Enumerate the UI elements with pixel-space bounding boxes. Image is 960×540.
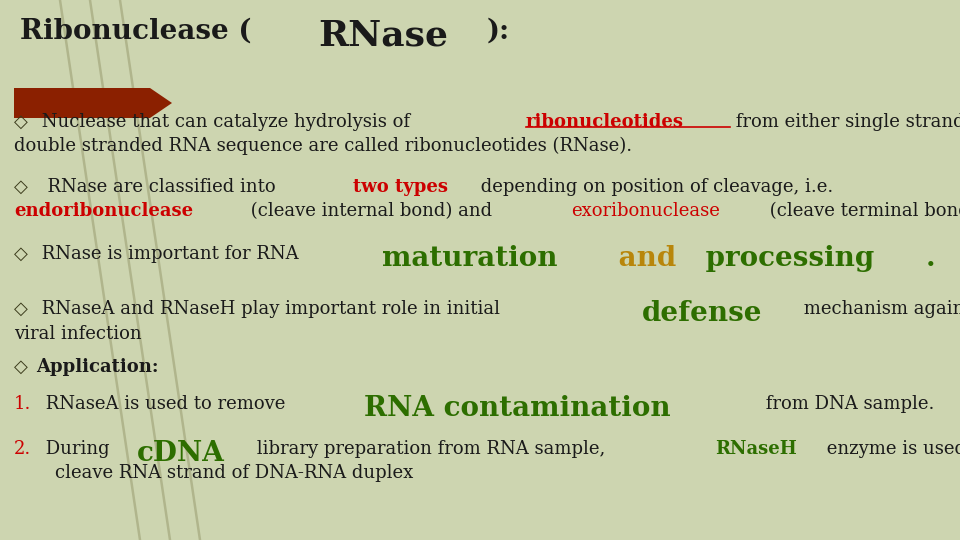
Text: ribonucleotides: ribonucleotides (526, 113, 684, 131)
Text: ◇: ◇ (14, 245, 28, 263)
Text: depending on position of cleavage, i.e.: depending on position of cleavage, i.e. (475, 178, 833, 196)
Text: double stranded RNA sequence are called ribonucleotides (RNase).: double stranded RNA sequence are called … (14, 137, 632, 156)
Text: During: During (40, 440, 115, 458)
Text: defense: defense (642, 300, 762, 327)
Text: and: and (609, 245, 676, 272)
Text: Application:: Application: (36, 358, 158, 376)
Text: viral infection: viral infection (14, 325, 142, 343)
Text: ):: ): (487, 18, 510, 45)
Text: RNase is important for RNA: RNase is important for RNA (36, 245, 304, 263)
Text: endoribonuclease: endoribonuclease (14, 202, 193, 220)
Text: RNaseH: RNaseH (715, 440, 797, 458)
Text: ◇: ◇ (14, 113, 28, 131)
Text: 2.: 2. (14, 440, 32, 458)
Text: enzyme is used to: enzyme is used to (821, 440, 960, 458)
Text: cleave RNA strand of DNA-RNA duplex: cleave RNA strand of DNA-RNA duplex (55, 464, 413, 482)
Text: from DNA sample.: from DNA sample. (759, 395, 934, 413)
Text: maturation: maturation (382, 245, 558, 272)
Text: library preparation from RNA sample,: library preparation from RNA sample, (251, 440, 611, 458)
Text: RNase: RNase (319, 18, 448, 52)
Text: 1.: 1. (14, 395, 32, 413)
Text: ◇: ◇ (14, 178, 28, 196)
Text: processing: processing (695, 245, 874, 272)
Text: Ribonuclease (: Ribonuclease ( (20, 18, 252, 45)
Text: .: . (925, 245, 935, 272)
Text: RNase are classified into: RNase are classified into (36, 178, 281, 196)
Text: two types: two types (352, 178, 447, 196)
Text: ◇: ◇ (14, 300, 28, 318)
Polygon shape (14, 88, 172, 118)
Text: RNaseA is used to remove: RNaseA is used to remove (40, 395, 291, 413)
Text: mechanism against RNA: mechanism against RNA (798, 300, 960, 318)
Text: cDNA: cDNA (137, 440, 226, 467)
Text: Nuclease that can catalyze hydrolysis of: Nuclease that can catalyze hydrolysis of (36, 113, 416, 131)
Text: exoribonuclease: exoribonuclease (571, 202, 720, 220)
Text: RNA contamination: RNA contamination (364, 395, 671, 422)
Text: RNaseA and RNaseH play important role in initial: RNaseA and RNaseH play important role in… (36, 300, 506, 318)
Text: ◇: ◇ (14, 358, 28, 376)
Text: (cleave terminal bond).: (cleave terminal bond). (763, 202, 960, 220)
Text: (cleave internal bond) and: (cleave internal bond) and (245, 202, 498, 220)
Text: from either single stranded or: from either single stranded or (730, 113, 960, 131)
